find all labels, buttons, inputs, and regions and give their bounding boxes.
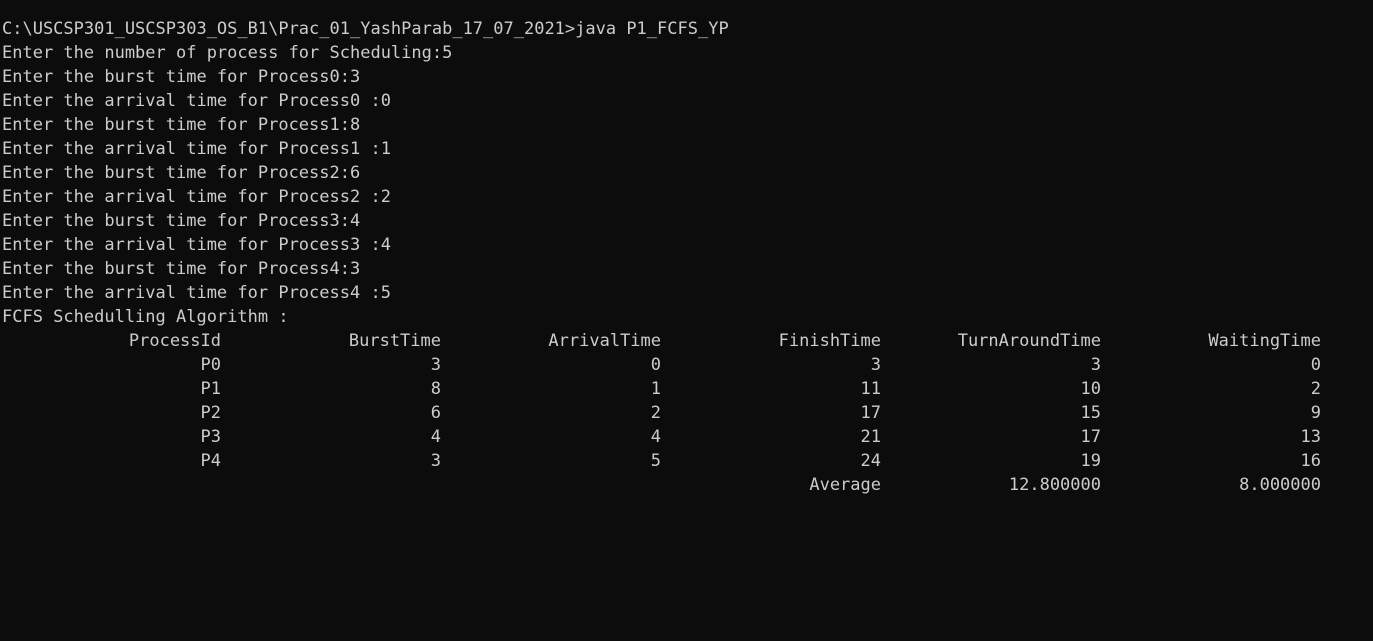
waiting-time-cell: 2 [1310, 379, 1321, 399]
waiting-time-cell: 13 [1300, 427, 1321, 447]
finish-time-cell: 11 [860, 379, 881, 399]
prompt-line: Enter the arrival time for Process3 :4 [2, 235, 391, 255]
waiting-time-cell: 16 [1300, 451, 1321, 471]
burst-time-cell: 3 [430, 451, 441, 471]
arrival-time-cell: 0 [650, 355, 661, 375]
prompt-line: Enter the burst time for Process3:4 [2, 211, 361, 231]
column-header-burst-time: BurstTime [348, 331, 441, 351]
finish-time-cell: 24 [860, 451, 881, 471]
column-header-turnaround-time: TurnAroundTime [957, 331, 1101, 351]
table-row: P1 8 1 11 10 2 [0, 377, 1373, 401]
process-id-cell: P3 [200, 427, 221, 447]
average-label: Average [809, 475, 881, 495]
prompt-line: Enter the arrival time for Process1 :1 [2, 139, 391, 159]
average-waiting-time: 8.000000 [1239, 475, 1321, 495]
finish-time-cell: 21 [860, 427, 881, 447]
burst-time-cell: 6 [430, 403, 441, 423]
table-row: P4 3 5 24 19 16 [0, 449, 1373, 473]
prompt-line: Enter the burst time for Process0:3 [2, 67, 361, 87]
burst-time-cell: 3 [430, 355, 441, 375]
turnaround-time-cell: 3 [1090, 355, 1101, 375]
waiting-time-cell: 0 [1310, 355, 1321, 375]
column-header-arrival-time: ArrivalTime [548, 331, 661, 351]
prompt-line: Enter the arrival time for Process2 :2 [2, 187, 391, 207]
turnaround-time-cell: 19 [1080, 451, 1101, 471]
arrival-time-cell: 5 [650, 451, 661, 471]
finish-time-cell: 3 [870, 355, 881, 375]
prompt-line: Enter the arrival time for Process0 :0 [2, 91, 391, 111]
column-header-finish-time: FinishTime [778, 331, 881, 351]
column-header-process-id: ProcessId [128, 331, 221, 351]
prompt-line: Enter the number of process for Scheduli… [2, 43, 453, 63]
command-line: C:\USCSP301_USCSP303_OS_B1\Prac_01_YashP… [2, 19, 729, 39]
prompt-line: Enter the burst time for Process4:3 [2, 259, 361, 279]
burst-time-cell: 8 [430, 379, 441, 399]
process-id-cell: P1 [200, 379, 221, 399]
prompt-line: Enter the burst time for Process1:8 [2, 115, 361, 135]
process-id-cell: P2 [200, 403, 221, 423]
arrival-time-cell: 4 [650, 427, 661, 447]
process-id-cell: P0 [200, 355, 221, 375]
turnaround-time-cell: 10 [1080, 379, 1101, 399]
average-turnaround-time: 12.800000 [1008, 475, 1101, 495]
turnaround-time-cell: 17 [1080, 427, 1101, 447]
process-id-cell: P4 [200, 451, 221, 471]
terminal-window[interactable]: C:\USCSP301_USCSP303_OS_B1\Prac_01_YashP… [0, 0, 1373, 504]
table-row: P2 6 2 17 15 9 [0, 401, 1373, 425]
arrival-time-cell: 1 [650, 379, 661, 399]
arrival-time-cell: 2 [650, 403, 661, 423]
average-row: Average 12.800000 8.000000 [0, 473, 1373, 497]
waiting-time-cell: 9 [1310, 403, 1321, 423]
column-header-waiting-time: WaitingTime [1208, 331, 1321, 351]
algorithm-title: FCFS Schedulling Algorithm : [2, 307, 289, 327]
table-row: P3 4 4 21 17 13 [0, 425, 1373, 449]
finish-time-cell: 17 [860, 403, 881, 423]
prompt-line: Enter the burst time for Process2:6 [2, 163, 361, 183]
prompt-line: Enter the arrival time for Process4 :5 [2, 283, 391, 303]
burst-time-cell: 4 [430, 427, 441, 447]
turnaround-time-cell: 15 [1080, 403, 1101, 423]
table-row: P0 3 0 3 3 0 [0, 353, 1373, 377]
table-header-row: ProcessId BurstTime ArrivalTime FinishTi… [0, 329, 1373, 353]
